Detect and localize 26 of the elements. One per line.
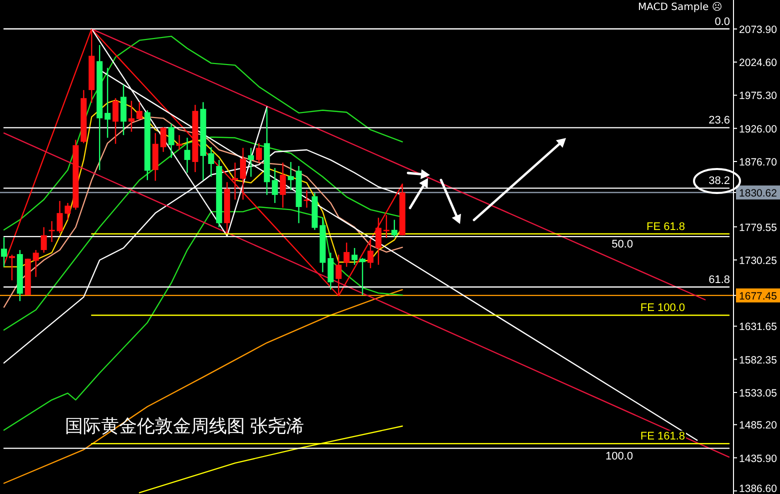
- series-label: 23.6: [708, 114, 730, 127]
- y-tick-label: 1485.20: [739, 420, 778, 432]
- series-label: 61.8: [708, 274, 730, 286]
- text: 国际黄金伦敦金周线图 张尧浠: [65, 416, 304, 436]
- series-label: 38.2: [708, 175, 730, 188]
- y-tick-label: 1926.00: [739, 123, 778, 136]
- series-label: FE 61.8: [646, 220, 685, 233]
- y-tick-label: 1631.65: [739, 321, 778, 334]
- series-label: 50.0: [612, 238, 633, 251]
- y-tick-label: 2073.90: [739, 24, 778, 36]
- y-tick-label: 1533.05: [739, 387, 778, 400]
- annotation: MACD Sample ☹: [638, 1, 722, 13]
- y-tick-label: 1876.70: [739, 156, 778, 169]
- ref-line-label: 1830.62: [739, 187, 778, 200]
- series-label: 100.0: [605, 450, 633, 462]
- y-tick-label: 1386.60: [739, 483, 778, 494]
- y-tick-label: 1779.55: [739, 222, 778, 234]
- series-label: 0.0: [714, 16, 730, 28]
- y-tick-label: 1975.30: [739, 90, 778, 102]
- y-tick-label: 1582.35: [739, 354, 778, 366]
- series-label: FE 100.0: [640, 302, 685, 314]
- y-tick-label: 2024.60: [739, 57, 778, 70]
- series-label: FE 161.8: [640, 430, 685, 443]
- y-tick-label: 1730.25: [739, 254, 778, 267]
- ref-line-label: 1677.45: [739, 290, 778, 302]
- y-tick-label: 1435.90: [739, 452, 778, 465]
